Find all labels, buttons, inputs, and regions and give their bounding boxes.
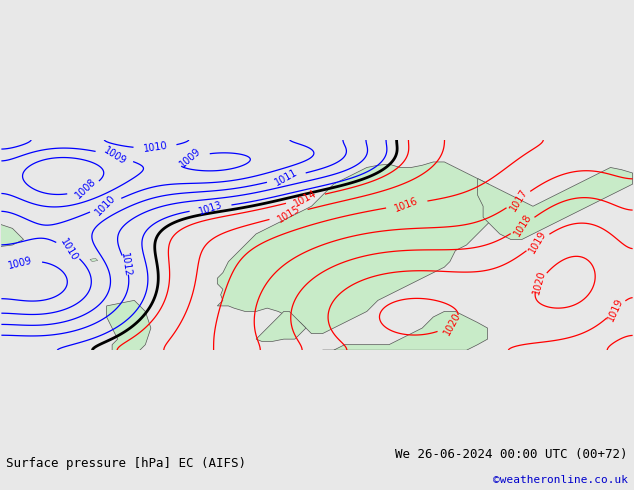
Polygon shape (107, 300, 151, 361)
Text: 1017: 1017 (508, 187, 529, 213)
Polygon shape (217, 162, 500, 334)
Text: 1009: 1009 (178, 147, 203, 170)
Text: Surface pressure [hPa] EC (AIFS): Surface pressure [hPa] EC (AIFS) (6, 457, 247, 470)
Text: 1014: 1014 (292, 189, 318, 209)
Text: 1010: 1010 (94, 193, 118, 218)
Text: 1009: 1009 (102, 145, 128, 167)
Polygon shape (0, 212, 23, 250)
Text: 1010: 1010 (58, 237, 80, 263)
Text: We 26-06-2024 00:00 UTC (00+72): We 26-06-2024 00:00 UTC (00+72) (395, 447, 628, 461)
Text: 1008: 1008 (74, 177, 98, 201)
Text: 1016: 1016 (394, 196, 420, 214)
Text: ©weatheronline.co.uk: ©weatheronline.co.uk (493, 475, 628, 485)
Text: 1010: 1010 (143, 141, 169, 154)
Text: 1011: 1011 (273, 167, 299, 188)
Polygon shape (90, 258, 98, 262)
Polygon shape (323, 312, 488, 350)
Text: 1020: 1020 (442, 311, 462, 337)
Text: 1015: 1015 (275, 204, 302, 225)
Text: 1020: 1020 (532, 269, 548, 295)
Text: 1012: 1012 (119, 252, 133, 278)
Polygon shape (477, 168, 633, 240)
Text: 1019: 1019 (527, 229, 548, 255)
Text: 1018: 1018 (512, 213, 534, 239)
Text: 1019: 1019 (606, 296, 625, 323)
Text: 1013: 1013 (197, 199, 224, 217)
Polygon shape (256, 312, 306, 342)
Text: 1009: 1009 (8, 255, 34, 270)
